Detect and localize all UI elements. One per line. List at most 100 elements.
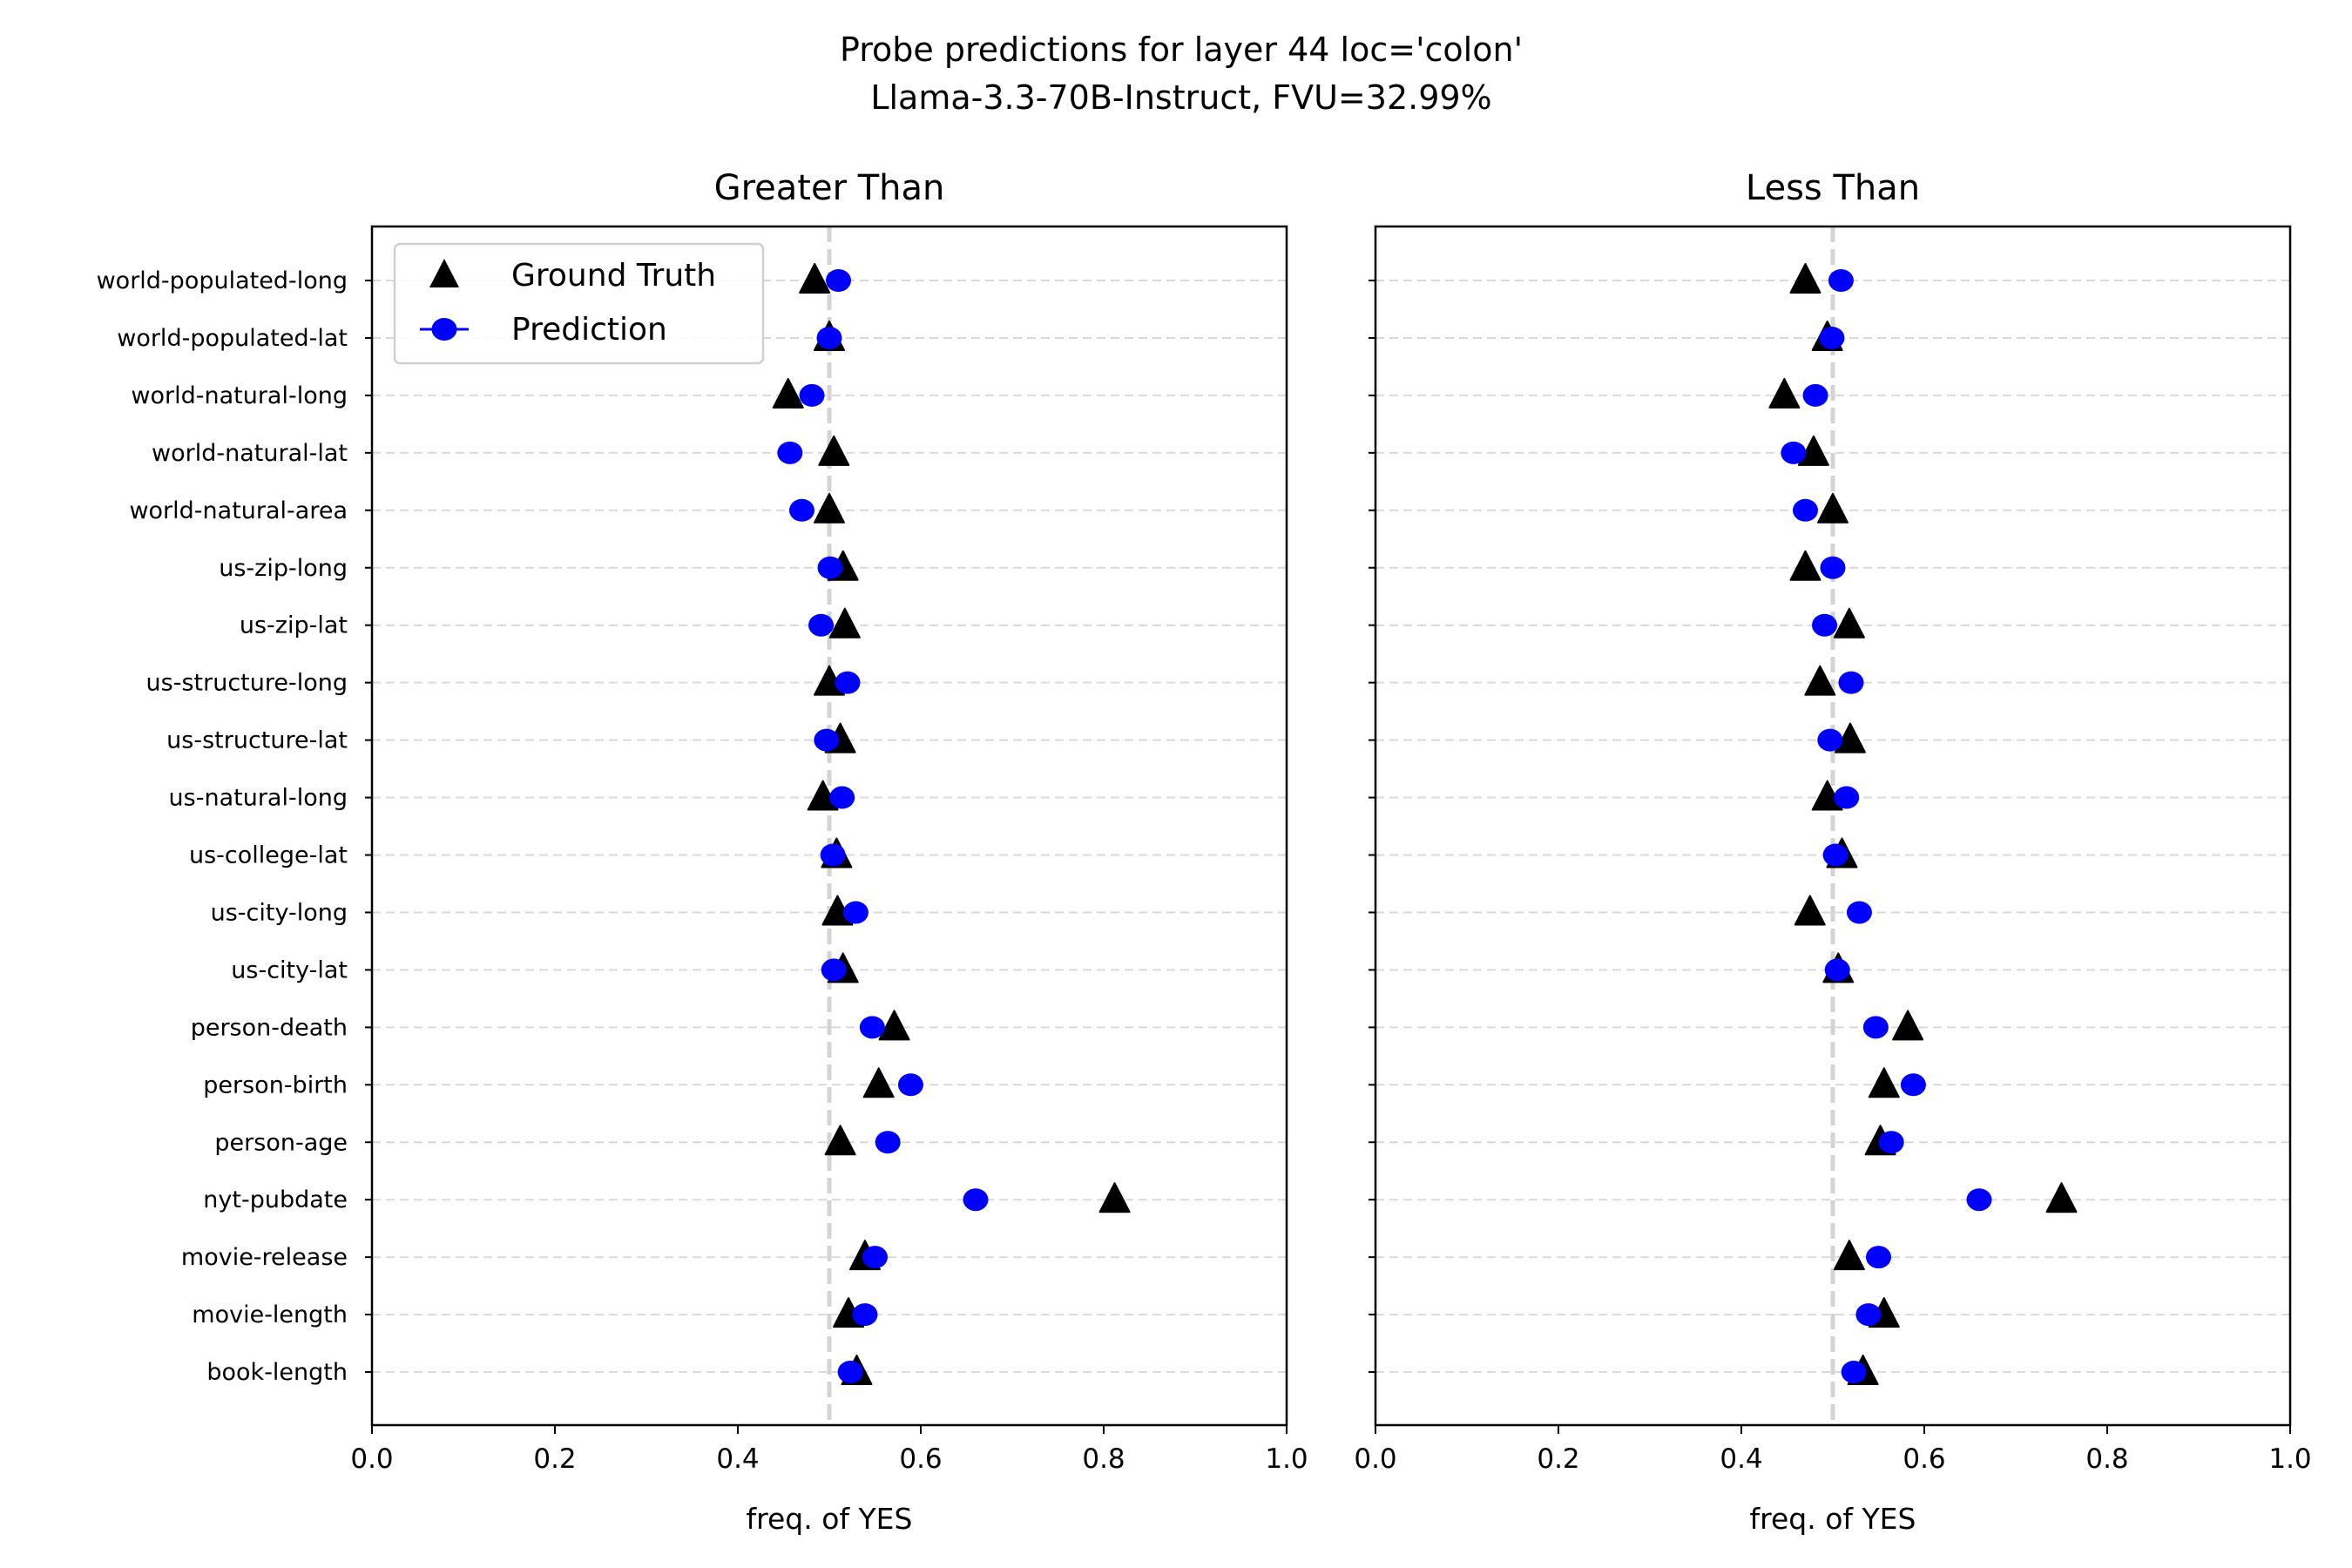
x-tick-label: 0.6: [1903, 1443, 1945, 1475]
ground-truth-marker: [799, 263, 831, 294]
prediction-marker: [820, 843, 846, 867]
prediction-marker: [1866, 1246, 1891, 1269]
x-tick-label: 1.0: [1265, 1443, 1308, 1475]
figure-title-line2: Llama-3.3-70B-Instruct, FVU=32.99%: [870, 78, 1491, 117]
y-tick-label: us-city-long: [211, 899, 348, 926]
ground-truth-marker: [1768, 377, 1801, 409]
y-tick-label: world-natural-lat: [152, 440, 348, 467]
x-axis-label: freq. of YES: [747, 1502, 913, 1536]
legend-triangle-icon: [429, 259, 459, 287]
x-tick-label: 0.0: [350, 1443, 393, 1475]
y-tick-label: world-natural-long: [131, 382, 348, 409]
prediction-marker: [875, 1131, 901, 1154]
ground-truth-marker: [878, 1010, 910, 1041]
ground-truth-marker: [1868, 1067, 1900, 1098]
subplot-title: Less Than: [1746, 168, 1920, 208]
figure-title-line1: Probe predictions for layer 44 loc='colo…: [840, 30, 1523, 69]
legend: Ground Truth Prediction: [393, 242, 765, 365]
y-tick-label: world-natural-area: [129, 497, 348, 524]
x-tick-label: 0.8: [1082, 1443, 1125, 1475]
legend-prediction-label: Prediction: [511, 312, 667, 348]
prediction-marker: [1900, 1073, 1926, 1097]
prediction-marker: [1812, 613, 1838, 637]
x-tick-label: 0.2: [1537, 1443, 1579, 1475]
prediction-marker: [1841, 1361, 1867, 1384]
prediction-marker: [1834, 786, 1860, 809]
ground-truth-marker: [1833, 607, 1865, 639]
prediction-marker: [963, 1188, 989, 1212]
prediction-marker: [821, 958, 847, 982]
prediction-marker: [862, 1246, 888, 1269]
prediction-marker: [842, 901, 868, 924]
prediction-marker: [1855, 1303, 1882, 1327]
prediction-marker: [1781, 441, 1807, 464]
ground-truth-marker: [814, 492, 845, 524]
ground-truth-marker: [1794, 895, 1826, 926]
x-tick-label: 1.0: [2268, 1443, 2311, 1475]
ground-truth-marker: [824, 1125, 856, 1156]
ground-truth-marker: [1789, 550, 1821, 581]
ground-truth-marker: [818, 435, 850, 466]
y-tick-label: person-age: [214, 1129, 348, 1156]
prediction-marker: [777, 441, 803, 464]
ground-truth-marker: [828, 607, 861, 639]
legend-ground-truth-label: Ground Truth: [511, 258, 716, 294]
prediction-marker: [1966, 1188, 1992, 1212]
ground-truth-marker: [1892, 1010, 1924, 1041]
y-tick-label: nyt-pubdate: [203, 1186, 348, 1213]
x-tick-label: 0.4: [716, 1443, 759, 1475]
y-tick-label: us-zip-long: [219, 555, 348, 582]
ground-truth-marker: [1789, 263, 1821, 294]
x-tick-label: 0.0: [1354, 1443, 1396, 1475]
y-tick-label: book-length: [206, 1359, 348, 1386]
ground-truth-marker: [862, 1067, 895, 1098]
prediction-marker: [1802, 383, 1828, 407]
prediction-marker: [826, 269, 851, 292]
x-tick-label: 0.4: [1720, 1443, 1762, 1475]
ground-truth-marker: [1817, 492, 1848, 524]
prediction-marker: [1793, 498, 1818, 522]
prediction-marker: [837, 1361, 863, 1384]
ground-truth-marker: [1833, 1240, 1865, 1271]
x-tick-label: 0.6: [899, 1443, 942, 1475]
y-tick-label: us-structure-long: [146, 670, 348, 697]
prediction-marker: [814, 728, 840, 752]
prediction-marker: [852, 1303, 878, 1327]
prediction-marker: [859, 1016, 885, 1039]
subplot-title: Greater Than: [714, 168, 945, 208]
ground-truth-marker: [1804, 665, 1836, 696]
x-axis-label: freq. of YES: [1750, 1502, 1916, 1536]
subplot-greater-than: world-populated-long world-populated-lat w…: [97, 168, 1308, 1536]
x-tick-label: 0.8: [2085, 1443, 2128, 1475]
ground-truth-marker: [1098, 1182, 1131, 1213]
prediction-marker: [1822, 843, 1848, 867]
ground-truth-marker: [2045, 1182, 2078, 1213]
y-tick-label: us-city-lat: [231, 956, 348, 983]
prediction-marker: [1819, 326, 1845, 349]
y-tick-label: us-college-lat: [189, 842, 348, 869]
prediction-marker: [817, 556, 843, 579]
x-tick-label: 0.2: [533, 1443, 576, 1475]
prediction-marker: [897, 1073, 923, 1097]
subplot-less-than: 0.0 0.2 0.4 0.6 0.8 1.0 freq. of YES Less Than: [1354, 168, 2311, 1536]
ground-truth-marker: [1834, 722, 1866, 754]
y-tick-label: movie-release: [181, 1244, 348, 1271]
prediction-marker: [1838, 671, 1864, 694]
y-tick-label: world-populated-long: [97, 267, 348, 294]
ground-truth-marker: [1797, 435, 1829, 466]
prediction-marker: [1824, 958, 1850, 982]
prediction-marker: [816, 326, 842, 349]
y-tick-label: us-zip-lat: [240, 612, 348, 639]
y-tick-label: us-natural-long: [169, 785, 348, 812]
prediction-marker: [808, 613, 835, 637]
prediction-marker: [799, 383, 825, 407]
prediction-marker: [1878, 1131, 1904, 1154]
y-tick-label: world-populated-lat: [117, 325, 348, 352]
prediction-marker: [829, 786, 855, 809]
prediction-marker: [1862, 1016, 1889, 1039]
prediction-marker: [1828, 269, 1854, 292]
y-tick-label: movie-length: [192, 1301, 348, 1328]
prediction-marker: [1820, 556, 1846, 579]
y-tick-label: person-birth: [203, 1071, 348, 1098]
